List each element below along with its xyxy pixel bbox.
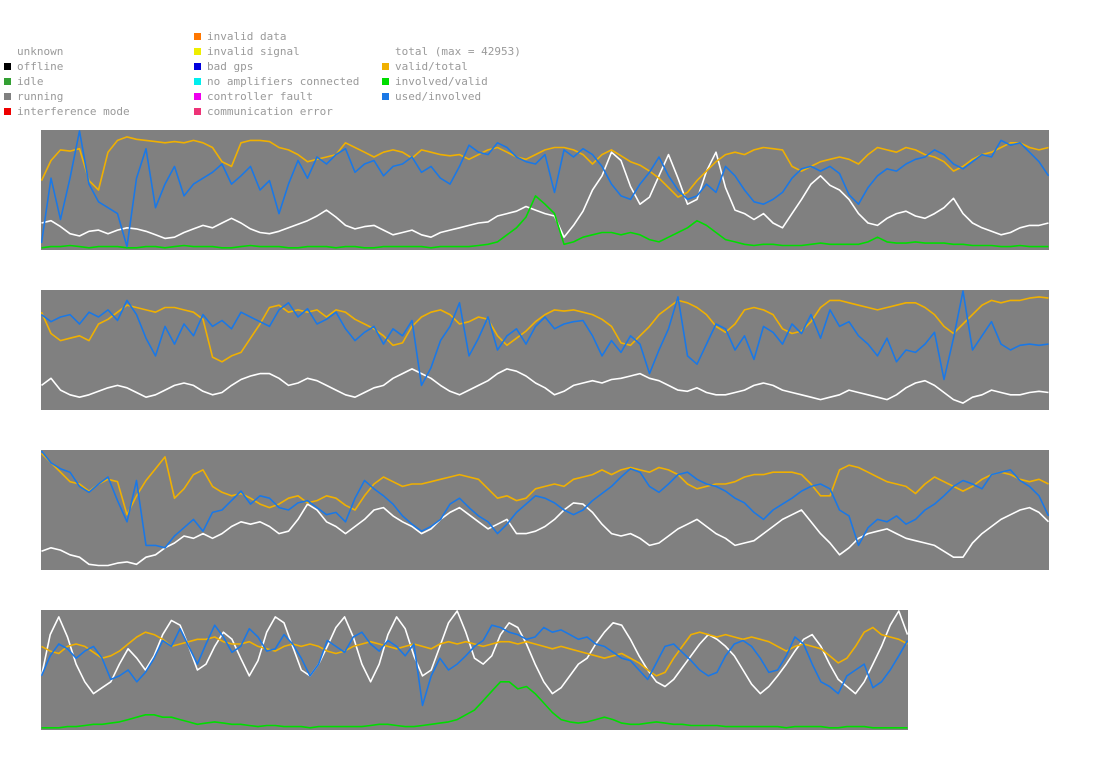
legend-swatch	[382, 63, 389, 70]
legend-swatch	[194, 108, 201, 115]
chart-panel-svg	[41, 450, 1049, 570]
legend-label: offline	[17, 60, 64, 73]
series-line-valid-total	[41, 626, 908, 677]
legend-swatch	[382, 93, 389, 100]
legend-label: running	[17, 90, 64, 103]
chart-panel-1	[41, 130, 1049, 250]
legend-label: used/involved	[395, 90, 482, 103]
series-line-involved-valid	[41, 681, 908, 729]
legend-swatch	[382, 78, 389, 85]
legend-label: total (max = 42953)	[395, 45, 521, 58]
chart-panel-svg	[41, 130, 1049, 250]
legend-label: invalid data	[207, 30, 287, 43]
legend-label: bad gps	[207, 60, 254, 73]
legend-label: involved/valid	[395, 75, 488, 88]
chart-panel-svg	[41, 290, 1049, 410]
series-line-valid-total	[41, 296, 1049, 363]
chart-plot-area	[41, 450, 1049, 570]
legend-label: invalid signal	[207, 45, 300, 58]
legend-swatch	[194, 78, 201, 85]
series-line-involved-valid	[41, 195, 1049, 249]
chart-plot-area	[41, 130, 1049, 250]
legend-label: controller fault	[207, 90, 313, 103]
legend-swatch	[194, 63, 201, 70]
chart-panel-4	[41, 610, 908, 730]
series-line-used-involved	[41, 624, 908, 707]
legend-label: unknown	[17, 45, 64, 58]
series-line-used-involved	[41, 130, 1049, 248]
chart-panel-2	[41, 290, 1049, 410]
series-line-total	[41, 151, 1049, 240]
legend-label: no amplifiers connected	[207, 75, 360, 88]
legend-label: idle	[17, 75, 44, 88]
legend-swatch	[194, 48, 201, 55]
series-line-total	[41, 502, 1049, 567]
legend-label: interference mode	[17, 105, 130, 118]
chart-plot-area	[41, 290, 1049, 410]
series-line-used-involved	[41, 290, 1049, 387]
legend-swatch	[194, 33, 201, 40]
legend-swatch	[4, 108, 11, 115]
legend-swatch	[4, 78, 11, 85]
series-line-valid-total	[41, 452, 1049, 516]
chart-panel-3	[41, 450, 1049, 570]
legend-label: communication error	[207, 105, 333, 118]
series-line-total	[41, 368, 1049, 404]
legend-swatch	[4, 63, 11, 70]
legend-swatch	[194, 93, 201, 100]
chart-panel-svg	[41, 610, 908, 730]
series-line-used-involved	[41, 450, 1049, 549]
series-line-valid-total	[41, 136, 1049, 198]
legend-label: valid/total	[395, 60, 468, 73]
legend-swatch	[4, 93, 11, 100]
